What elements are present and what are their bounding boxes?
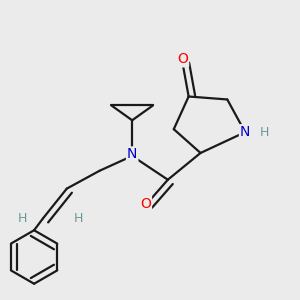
Text: H: H: [17, 212, 27, 225]
Text: N: N: [127, 148, 137, 161]
Text: O: O: [177, 52, 188, 66]
Text: H: H: [260, 126, 269, 139]
Text: H: H: [74, 212, 83, 225]
Text: N: N: [240, 125, 250, 139]
Text: O: O: [140, 196, 151, 211]
